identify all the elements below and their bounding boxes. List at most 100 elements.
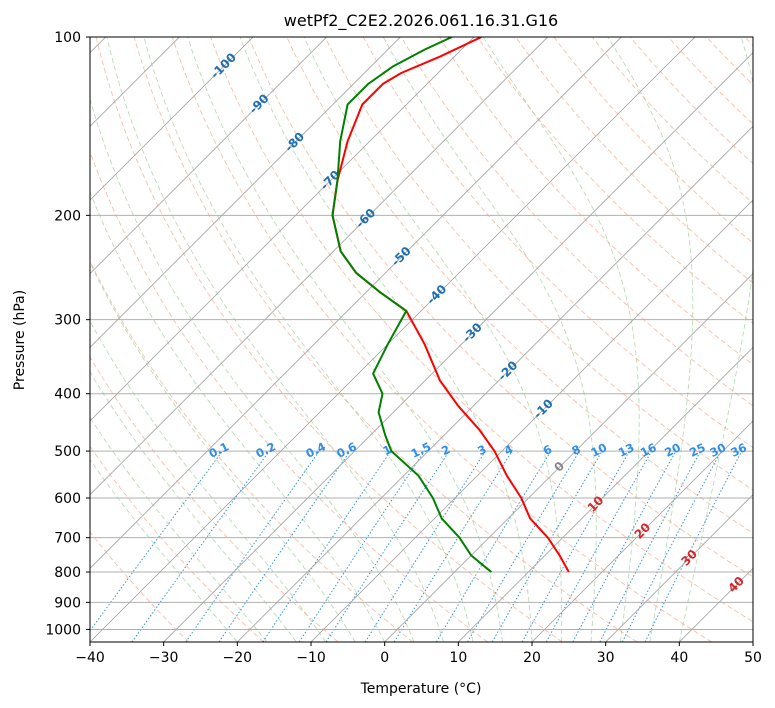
mixing-ratio-line xyxy=(218,450,351,642)
dewpoint-profile-line xyxy=(331,37,493,573)
x-axis: −40 −30 −20 −10 0 10 20 30 40 50 xyxy=(75,642,762,666)
mixing-ratio-line xyxy=(364,450,486,642)
moist-adiabat xyxy=(90,320,327,642)
isotherm-line xyxy=(384,273,753,642)
dry-adiabat xyxy=(90,531,190,642)
mixing-ratio-line xyxy=(599,450,701,642)
mixing-ratio-label: 10 xyxy=(589,440,610,460)
isotherm-line xyxy=(90,37,622,569)
dry-adiabat xyxy=(362,37,753,449)
y-tick-label: 900 xyxy=(54,595,81,611)
dry-adiabat xyxy=(515,37,753,284)
moist-adiabat xyxy=(90,416,268,642)
mixing-ratio-lines xyxy=(90,450,743,642)
moist-adiabat xyxy=(90,190,386,642)
y-axis: 100 200 300 400 500 600 700 800 900 1000 xyxy=(45,30,90,638)
y-tick-label: 800 xyxy=(54,565,81,581)
mixing-ratio-line xyxy=(185,450,320,642)
moist-adiabat xyxy=(482,37,640,642)
mixing-ratio-line xyxy=(298,450,425,642)
isotherm-line xyxy=(90,37,327,275)
y-axis-label: Pressure (hPa) xyxy=(12,290,28,390)
mixing-ratio-label: 20 xyxy=(662,440,683,460)
mixing-ratio-label: 25 xyxy=(687,440,708,460)
mixing-ratio-line xyxy=(90,450,223,632)
moist-adiabat xyxy=(382,37,597,642)
mixing-ratio-line xyxy=(545,450,653,642)
mixing-ratio-label: 36 xyxy=(728,440,749,460)
mixing-ratio-line xyxy=(521,450,630,642)
y-tick-label: 600 xyxy=(54,491,81,507)
x-tick-label: 10 xyxy=(449,650,467,666)
mixing-ratio-label: 13 xyxy=(616,440,637,460)
dry-adiabat xyxy=(248,37,753,578)
isotherm-line xyxy=(458,346,753,642)
x-tick-label: 20 xyxy=(523,650,541,666)
dry-adiabat xyxy=(171,37,712,642)
y-tick-label: 300 xyxy=(54,313,81,329)
dry-adiabats xyxy=(90,37,753,642)
moist-adiabat xyxy=(303,37,563,642)
y-tick-label: 200 xyxy=(54,208,81,224)
mixing-ratio-line xyxy=(262,450,392,642)
dry-adiabat xyxy=(90,356,339,642)
mixing-ratio-line xyxy=(325,450,450,642)
isotherm-line xyxy=(531,420,753,642)
mixing-ratio-line xyxy=(621,450,722,642)
y-tick-label: 100 xyxy=(54,30,81,46)
dry-adiabat xyxy=(591,37,753,204)
plot-frame xyxy=(89,36,754,643)
x-tick-label: −20 xyxy=(223,650,253,666)
chart-title: wetPf2_C2E2.2026.061.16.31.G16 xyxy=(284,11,558,31)
x-tick-label: 40 xyxy=(670,650,688,666)
sounding-series xyxy=(331,37,570,573)
isotherm-line xyxy=(90,37,696,642)
moist-adiabat xyxy=(239,37,533,642)
y-tick-label: 1000 xyxy=(45,622,81,638)
isotherm-line xyxy=(90,37,254,201)
dry-adiabat xyxy=(400,37,753,407)
moist-adiabat xyxy=(106,37,445,642)
dry-adiabat xyxy=(286,37,753,534)
dry-adiabat xyxy=(439,37,753,365)
dry-adiabat xyxy=(324,37,753,491)
isotherm-line xyxy=(237,125,753,642)
isotherm-line xyxy=(90,37,401,348)
x-tick-label: 0 xyxy=(380,650,389,666)
mixing-ratio-line xyxy=(644,450,743,642)
moist-adiabat xyxy=(90,458,238,642)
mixing-ratio-line xyxy=(435,450,552,642)
moist-adiabat xyxy=(90,261,356,642)
y-tick-label: 500 xyxy=(54,444,81,460)
dry-adiabat xyxy=(90,150,488,642)
isotherm-line xyxy=(163,52,753,642)
y-tick-label: 400 xyxy=(54,387,81,403)
y-tick-label: 700 xyxy=(54,531,81,547)
isotherm-grid xyxy=(90,37,753,642)
x-tick-label: −40 xyxy=(75,650,105,666)
moist-adiabat xyxy=(187,37,503,642)
mixing-ratio-line xyxy=(131,450,270,642)
moist-adiabat xyxy=(678,37,753,642)
moist-adiabat xyxy=(607,37,694,642)
plot-area: -100-90-80-70-60-50-40-30-20-10010203040… xyxy=(90,37,753,642)
mixing-ratio-line xyxy=(572,450,677,642)
mixing-ratio-label: 16 xyxy=(638,440,659,460)
moist-adiabat xyxy=(143,37,474,642)
x-tick-label: 30 xyxy=(597,650,615,666)
dry-adiabat xyxy=(210,37,753,623)
moist-adiabats xyxy=(90,37,753,642)
x-axis-label: Temperature (°C) xyxy=(360,681,482,697)
isotherm-line xyxy=(605,494,753,642)
mixing-ratio-label: 30 xyxy=(708,440,729,460)
isotherm-line xyxy=(90,37,548,496)
isotherm-line xyxy=(310,199,753,642)
x-tick-label: −30 xyxy=(149,650,179,666)
dry-adiabat xyxy=(95,37,563,642)
x-tick-label: 50 xyxy=(744,650,762,666)
dry-adiabat xyxy=(477,37,753,325)
isotherm-line xyxy=(90,37,475,422)
mixing-ratio-line xyxy=(393,450,513,642)
